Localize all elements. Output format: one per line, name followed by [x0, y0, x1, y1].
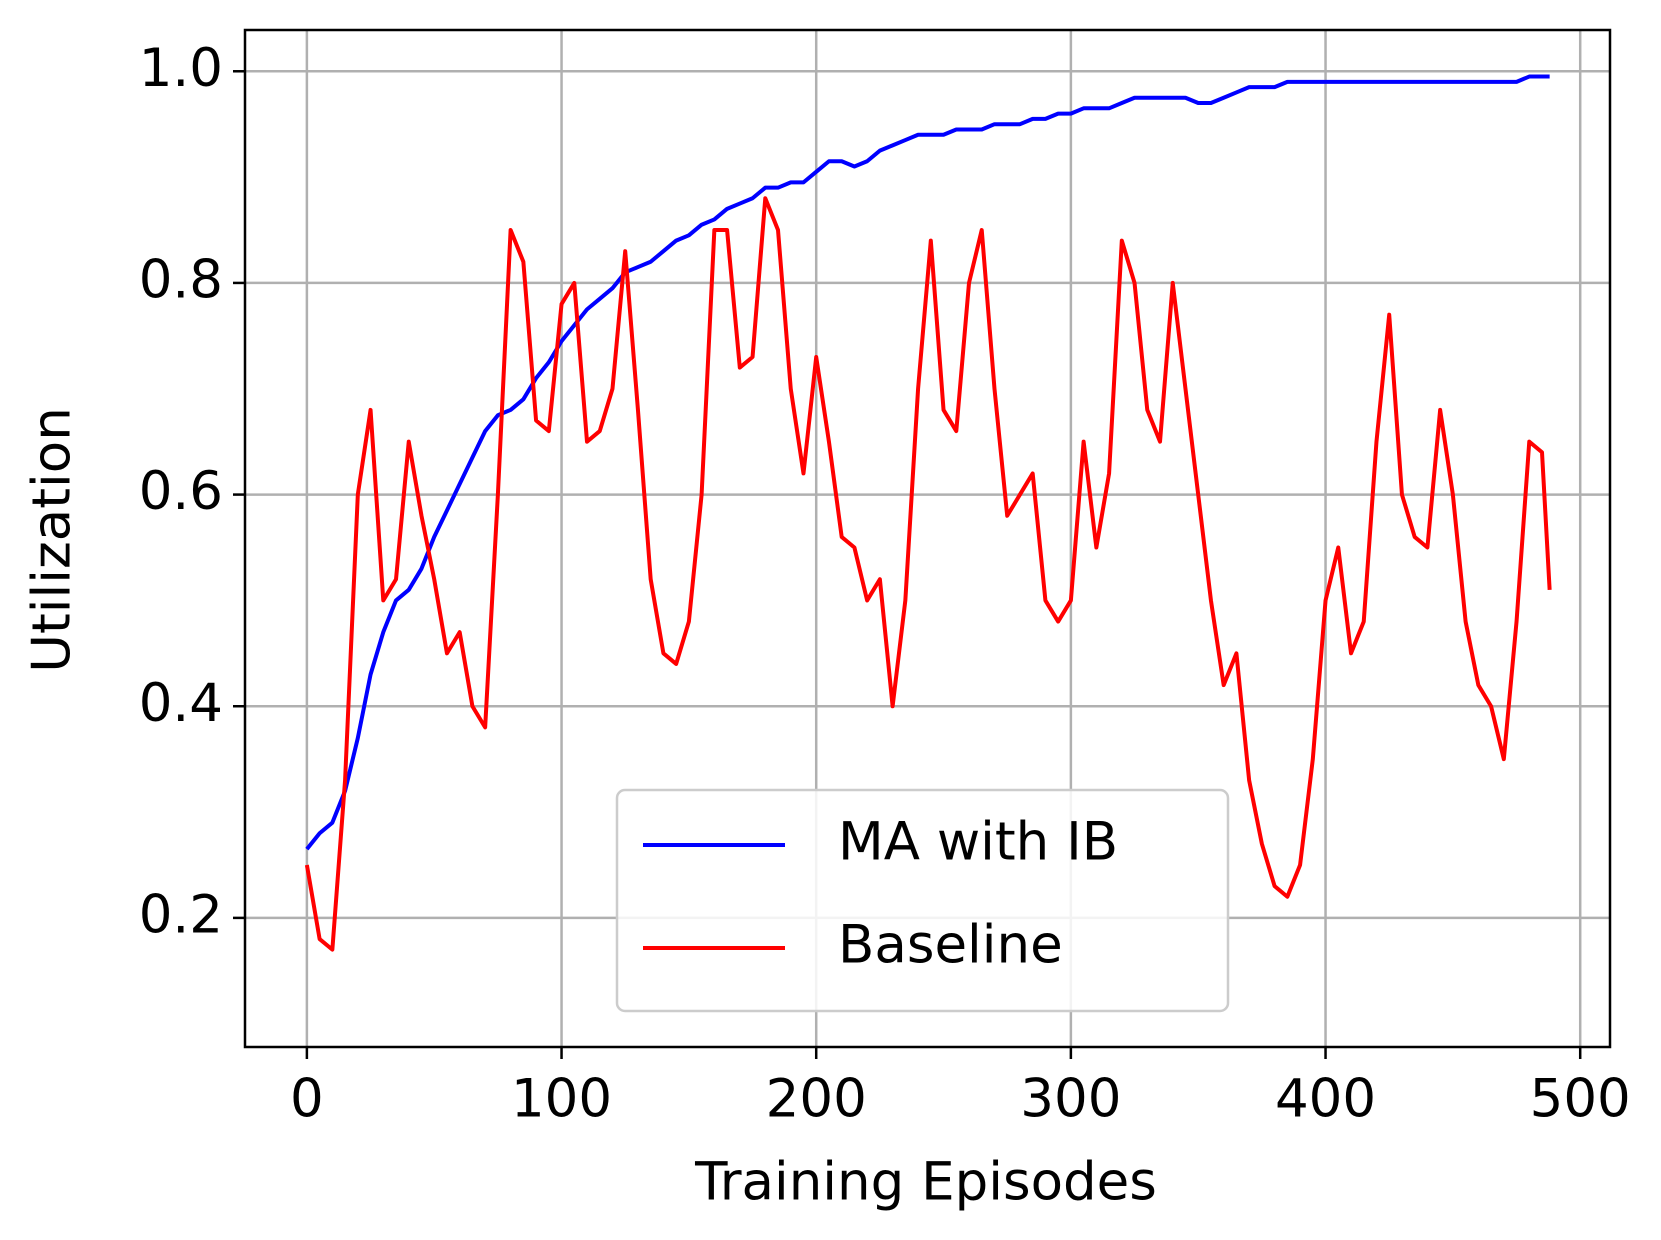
y-tick-label: 0.6	[139, 461, 223, 522]
legend-label: Baseline	[838, 915, 1063, 976]
x-tick-label: 300	[1020, 1069, 1121, 1130]
plot-frame	[243, 28, 1612, 1049]
x-tick-label: 400	[1275, 1069, 1376, 1130]
x-tick-label: 200	[766, 1069, 867, 1130]
x-axis-label: Training Episodes	[694, 1152, 1157, 1213]
y-tick-label: 1.0	[139, 38, 223, 99]
y-tick-label: 0.4	[139, 673, 223, 734]
x-tick-label: 0	[290, 1069, 324, 1130]
y-tick-label: 0.2	[139, 885, 223, 946]
x-tick-label: 500	[1530, 1069, 1631, 1130]
line-series	[305, 74, 1550, 851]
x-tick-label: 100	[511, 1069, 612, 1130]
line-series	[304, 196, 1552, 952]
y-tick-label: 0.8	[139, 250, 223, 311]
y-axis-label: Utilization	[22, 407, 83, 673]
legend-label: MA with IB	[838, 812, 1118, 873]
